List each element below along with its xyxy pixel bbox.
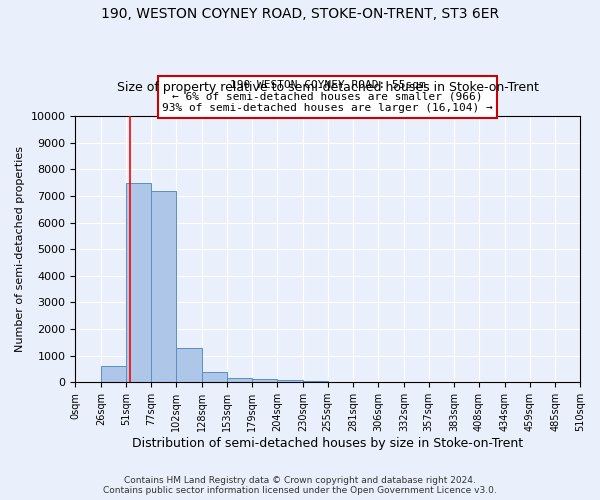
Bar bbox=[126, 182, 151, 382]
Text: Contains HM Land Registry data © Crown copyright and database right 2024.
Contai: Contains HM Land Registry data © Crown c… bbox=[103, 476, 497, 495]
Y-axis label: Number of semi-detached properties: Number of semi-detached properties bbox=[15, 146, 25, 352]
X-axis label: Distribution of semi-detached houses by size in Stoke-on-Trent: Distribution of semi-detached houses by … bbox=[132, 437, 523, 450]
Bar bbox=[202, 372, 227, 382]
Bar bbox=[227, 378, 253, 382]
Text: 190, WESTON COYNEY ROAD, STOKE-ON-TRENT, ST3 6ER: 190, WESTON COYNEY ROAD, STOKE-ON-TRENT,… bbox=[101, 8, 499, 22]
Bar bbox=[303, 380, 328, 382]
Bar bbox=[277, 380, 303, 382]
Text: 190 WESTON COYNEY ROAD: 55sqm
← 6% of semi-detached houses are smaller (966)
93%: 190 WESTON COYNEY ROAD: 55sqm ← 6% of se… bbox=[162, 80, 493, 114]
Bar bbox=[101, 366, 126, 382]
Bar bbox=[253, 379, 277, 382]
Title: Size of property relative to semi-detached houses in Stoke-on-Trent: Size of property relative to semi-detach… bbox=[117, 81, 539, 94]
Bar bbox=[151, 190, 176, 382]
Bar bbox=[176, 348, 202, 382]
